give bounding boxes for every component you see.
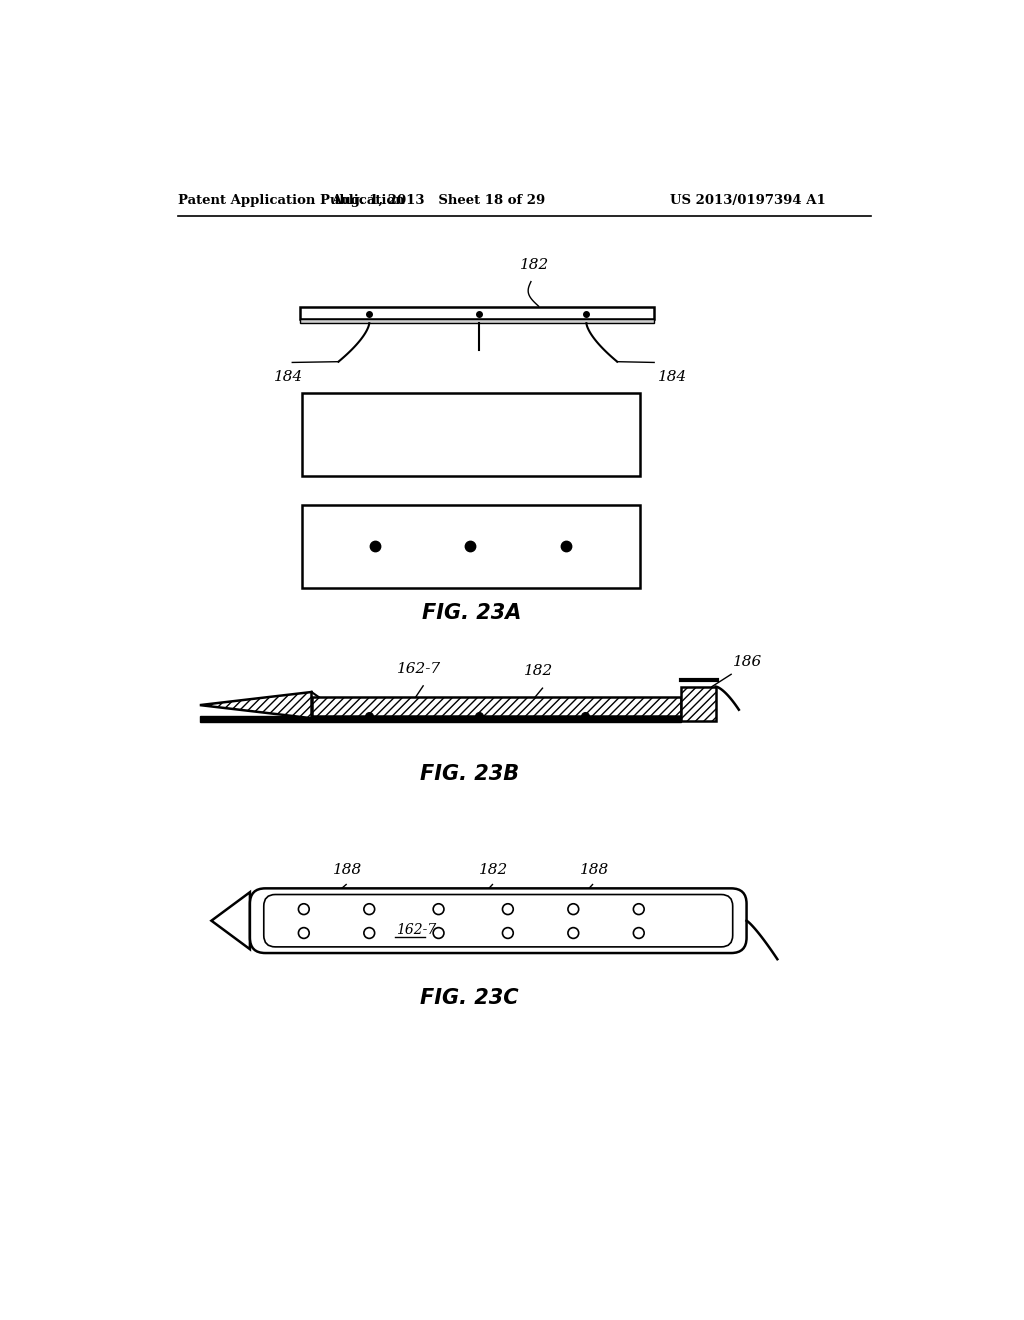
Text: 186: 186 — [733, 655, 762, 669]
Polygon shape — [200, 715, 681, 722]
Bar — [301, 393, 640, 477]
Polygon shape — [681, 686, 716, 721]
Polygon shape — [200, 692, 311, 718]
Text: 182: 182 — [524, 664, 553, 678]
Circle shape — [634, 904, 644, 915]
Text: FIG. 23A: FIG. 23A — [422, 603, 521, 623]
Bar — [300, 318, 654, 323]
Circle shape — [298, 928, 309, 939]
Text: 184: 184 — [273, 370, 303, 384]
Text: 162-7: 162-7 — [396, 923, 436, 937]
Circle shape — [634, 928, 644, 939]
Text: FIG. 23B: FIG. 23B — [420, 764, 519, 784]
Text: 184: 184 — [658, 370, 687, 384]
Text: 188: 188 — [333, 863, 362, 876]
Circle shape — [503, 904, 513, 915]
Text: 182: 182 — [520, 259, 550, 272]
Circle shape — [433, 928, 444, 939]
Text: FIG. 23C: FIG. 23C — [420, 987, 519, 1007]
Text: Aug. 1, 2013   Sheet 18 of 29: Aug. 1, 2013 Sheet 18 of 29 — [332, 194, 546, 207]
Text: 188: 188 — [581, 863, 609, 876]
Polygon shape — [211, 892, 250, 949]
Text: 162-7: 162-7 — [397, 661, 441, 676]
FancyBboxPatch shape — [264, 895, 733, 946]
Text: US 2013/0197394 A1: US 2013/0197394 A1 — [670, 194, 825, 207]
Circle shape — [364, 904, 375, 915]
Circle shape — [568, 928, 579, 939]
Bar — [301, 506, 640, 589]
FancyBboxPatch shape — [250, 888, 746, 953]
Circle shape — [364, 928, 375, 939]
Text: 182: 182 — [479, 863, 509, 876]
Text: Patent Application Publication: Patent Application Publication — [178, 194, 406, 207]
Circle shape — [298, 904, 309, 915]
Polygon shape — [311, 697, 681, 715]
Bar — [300, 308, 654, 318]
Circle shape — [433, 904, 444, 915]
Circle shape — [568, 904, 579, 915]
Circle shape — [503, 928, 513, 939]
